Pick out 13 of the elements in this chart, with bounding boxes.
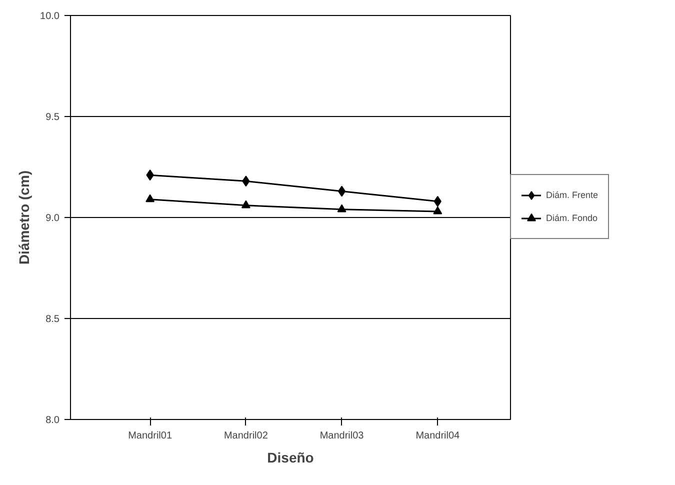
x-tick-label: Mandril02 <box>224 430 268 442</box>
y-tick-label: 8.0 <box>46 415 60 426</box>
x-axis-title: Diseño <box>267 450 314 466</box>
y-tick-label: 10.0 <box>40 11 60 22</box>
x-tick-label: Mandril03 <box>320 430 364 442</box>
y-tick-label: 8.5 <box>46 314 60 325</box>
x-tick-label: Mandril04 <box>416 430 460 442</box>
y-axis-title: Diámetro (cm) <box>16 170 32 265</box>
y-tick-label: 9.0 <box>46 213 60 224</box>
legend-label: Diám. Fondo <box>546 213 598 223</box>
x-tick-label: Mandril01 <box>128 430 172 442</box>
legend-label: Diám. Frente <box>546 190 598 200</box>
y-tick-label: 9.5 <box>46 112 60 123</box>
